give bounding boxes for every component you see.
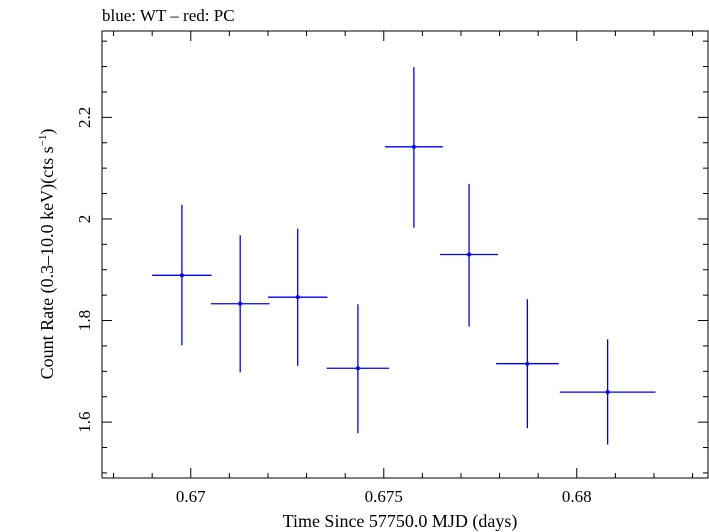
point-marker <box>411 144 416 149</box>
x-tick-labels: 0.67 0.675 0.68 <box>176 487 592 506</box>
point-marker <box>179 273 184 278</box>
major-ticks <box>102 31 708 478</box>
data-points <box>152 67 656 445</box>
minor-ticks <box>102 31 708 478</box>
y-tick-label: 2 <box>75 215 94 224</box>
y-axis-label: Count Rate (0.3–10.0 keV)(cts s−1) <box>37 129 58 380</box>
data-point <box>496 299 559 429</box>
point-marker <box>605 390 610 395</box>
data-point <box>210 235 270 373</box>
y-tick-label: 1.6 <box>75 412 94 433</box>
data-point <box>559 339 656 445</box>
data-point <box>440 183 499 327</box>
point-marker <box>295 295 300 300</box>
x-tick-label: 0.68 <box>562 487 592 506</box>
point-marker <box>525 361 530 366</box>
y-tick-labels: 1.6 1.8 2 2.2 <box>75 107 94 433</box>
y-axis-label-main: Count Rate (0.3–10.0 keV)(cts s <box>37 146 58 379</box>
data-point <box>326 304 390 434</box>
plot-frame <box>101 30 709 479</box>
point-marker <box>238 301 243 306</box>
x-axis-label: Time Since 57750.0 MJD (days) <box>283 511 518 532</box>
chart-title: blue: WT – red: PC <box>102 6 235 25</box>
y-tick-label: 1.8 <box>75 310 94 331</box>
point-marker <box>355 366 360 371</box>
data-point <box>152 204 212 346</box>
y-axis-label-close: ) <box>37 129 58 135</box>
x-tick-label: 0.67 <box>176 487 206 506</box>
data-point <box>267 228 328 366</box>
x-tick-label: 0.675 <box>365 487 403 506</box>
y-tick-label: 2.2 <box>75 107 94 128</box>
point-marker <box>467 252 472 257</box>
data-point <box>384 67 443 228</box>
y-axis-label-superscript: −1 <box>37 135 49 147</box>
